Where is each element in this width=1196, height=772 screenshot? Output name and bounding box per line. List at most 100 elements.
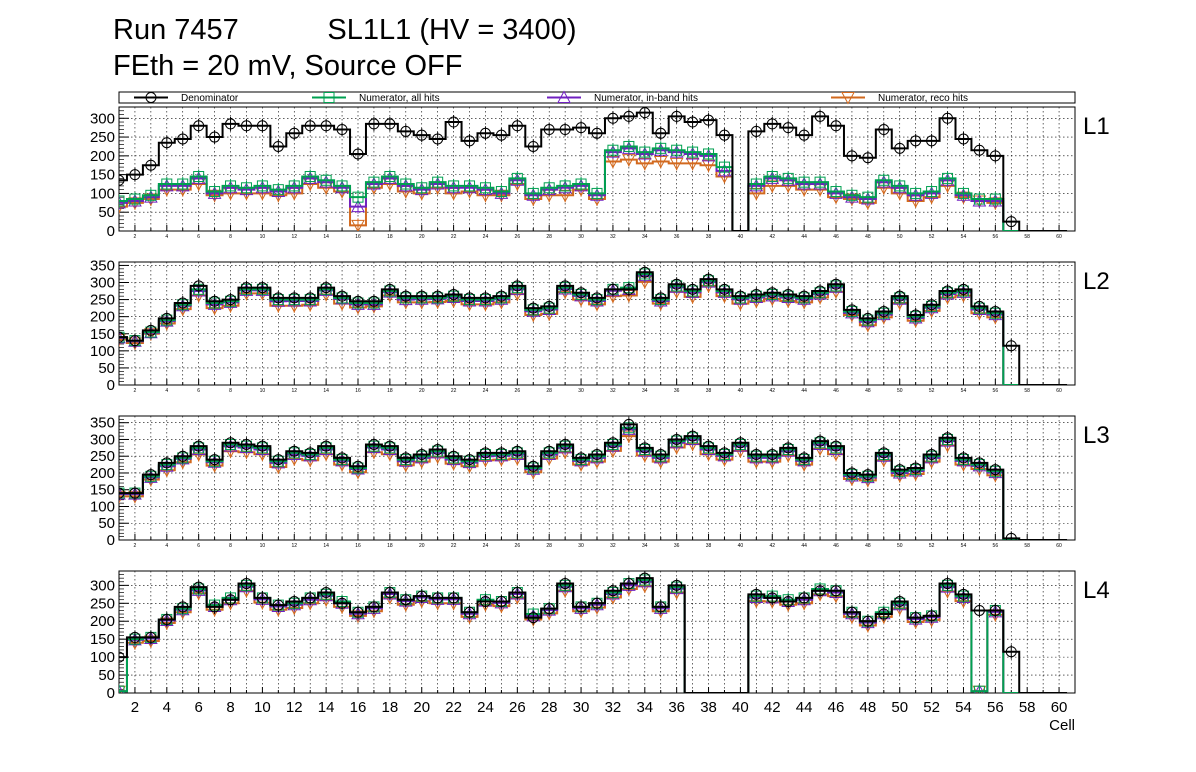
data-point (400, 178, 412, 190)
x-tick-label: 56 (993, 388, 999, 394)
panel-label: L4 (1083, 577, 1110, 604)
data-point (209, 131, 221, 143)
data-point (862, 152, 874, 164)
data-point (177, 450, 189, 462)
data-point (416, 182, 428, 194)
data-point (193, 581, 205, 593)
x-tick-label: 8 (229, 234, 232, 240)
y-tick-label: 50 (98, 204, 115, 221)
data-point (734, 437, 746, 449)
data-point (511, 120, 523, 132)
data-point (878, 306, 890, 318)
data-point (511, 587, 523, 599)
x-tick-label: 18 (387, 388, 393, 394)
data-point (161, 613, 173, 625)
x-tick-label: 60 (1051, 699, 1068, 716)
data-point (511, 172, 523, 184)
data-point (119, 195, 125, 207)
x-axis-label: Cell (1049, 717, 1075, 734)
data-point (894, 290, 906, 302)
data-point (814, 176, 826, 188)
data-point (209, 601, 221, 613)
data-point (607, 585, 619, 597)
x-tick-label: 38 (700, 699, 717, 716)
data-point (798, 176, 810, 188)
y-tick-label: 200 (90, 309, 115, 326)
data-point (193, 440, 205, 452)
data-point (225, 180, 237, 192)
data-point (575, 122, 587, 134)
x-tick-label: 16 (355, 543, 361, 549)
legend-box (118, 91, 1076, 104)
data-point (368, 118, 380, 130)
y-tick-label: 350 (90, 415, 115, 432)
data-point (894, 142, 906, 154)
x-tick-label: 4 (165, 388, 168, 394)
data-point (479, 292, 491, 304)
data-point (320, 174, 332, 186)
data-point (448, 450, 460, 462)
x-tick-label: 60 (1056, 543, 1062, 549)
series-step-line (119, 577, 1068, 693)
data-point (862, 469, 874, 481)
x-tick-label: 6 (197, 543, 200, 549)
x-tick-label: 2 (134, 234, 137, 240)
data-point (671, 110, 683, 122)
data-point (830, 120, 842, 132)
data-point (240, 438, 252, 450)
data-point (543, 182, 555, 194)
data-point (304, 292, 316, 304)
data-point (177, 601, 189, 613)
data-point (119, 334, 126, 347)
data-point (416, 290, 428, 302)
data-point (177, 178, 189, 190)
x-tick-label: 22 (451, 234, 457, 240)
x-tick-label: 10 (260, 234, 266, 240)
x-tick-label: 18 (382, 699, 399, 716)
data-point (400, 452, 412, 464)
data-point (750, 125, 762, 137)
data-point (448, 592, 460, 604)
data-point (336, 452, 348, 464)
chart-title-settings: FEth = 20 mV, Source OFF (113, 50, 463, 82)
data-point (209, 454, 221, 466)
x-tick-label: 2 (134, 388, 137, 394)
x-tick-label: 36 (674, 388, 680, 394)
x-tick-label: 52 (929, 234, 935, 240)
y-tick-label: 300 (90, 577, 115, 594)
x-tick-label: 12 (291, 234, 297, 240)
data-point (511, 445, 523, 457)
series-step-line (119, 423, 1068, 540)
x-tick-label: 50 (897, 234, 903, 240)
x-tick-label: 44 (801, 543, 807, 549)
data-point (225, 594, 237, 606)
x-tick-label: 50 (891, 699, 908, 716)
data-point (989, 604, 1001, 616)
x-tick-label: 32 (610, 234, 616, 240)
x-tick-label: 24 (483, 543, 489, 549)
data-point (782, 172, 794, 184)
data-point (304, 120, 316, 132)
data-point (1005, 340, 1017, 352)
x-tick-label: 26 (515, 234, 521, 240)
x-tick-label: 50 (897, 543, 903, 549)
x-tick-label: 54 (955, 699, 972, 716)
data-point (655, 292, 667, 304)
data-point (957, 133, 969, 145)
x-tick-label: 28 (546, 388, 552, 394)
x-tick-label: 40 (738, 234, 744, 240)
x-tick-label: 54 (961, 234, 967, 240)
x-tick-label: 10 (254, 699, 271, 716)
x-tick-label: 24 (477, 699, 494, 716)
x-tick-label: 56 (993, 234, 999, 240)
data-point (527, 460, 539, 472)
data-point (448, 288, 460, 300)
data-point (336, 124, 348, 136)
data-point (926, 610, 938, 622)
data-point (591, 292, 603, 304)
data-point (479, 447, 491, 459)
chart-title-run: Run 7457 SL1L1 (HV = 3400) (113, 14, 577, 46)
data-point (814, 585, 826, 597)
